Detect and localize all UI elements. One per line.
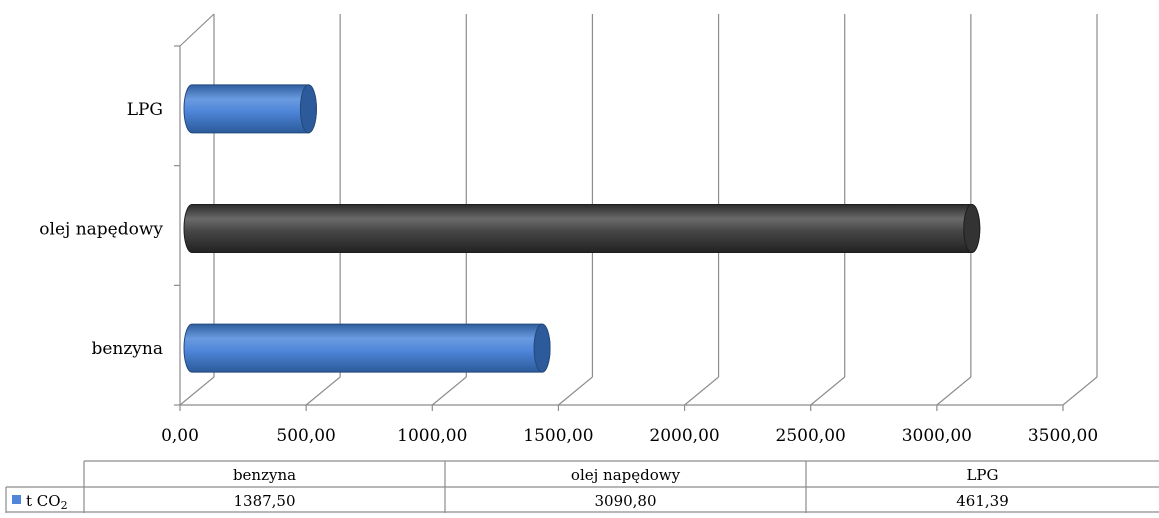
floor-line [305, 376, 341, 406]
bar-end-cap [963, 204, 981, 253]
data-table: benzyna olej napędowy LPG 1387,50 3090,80 461… [5, 460, 1159, 513]
table-value-cell: 461,39 [956, 492, 1009, 510]
x-tick-label: 500,00 [276, 426, 335, 446]
category-label: olej napędowy [39, 220, 163, 240]
x-tick-label: 2500,00 [776, 426, 846, 446]
x-tick-label: 1500,00 [523, 426, 593, 446]
bar [183, 204, 981, 253]
table-value-cell: 3090,80 [594, 492, 656, 510]
plot-area [174, 13, 1098, 411]
bar-end-cap [533, 323, 551, 373]
bar [183, 84, 317, 134]
x-tick-label: 0,00 [161, 426, 199, 446]
bar-end-cap [299, 84, 317, 134]
category-label: LPG [127, 100, 163, 120]
legend-label-subscript: 2 [61, 499, 68, 512]
axis-labels: benzyna olej napędowy LPG 0,00 500,00 1000,00… [39, 100, 1098, 446]
table-header-cell: LPG [966, 466, 998, 484]
legend-swatch [12, 495, 21, 504]
x-tick-label: 1000,00 [397, 426, 467, 446]
floor-line [684, 376, 719, 406]
x-tick-label: 2000,00 [649, 426, 719, 446]
table-header-cell: benzyna [233, 466, 296, 484]
floor-line [936, 376, 972, 406]
floor-line [1062, 376, 1098, 406]
x-tick-label: 3000,00 [902, 426, 972, 446]
table-value-cell: 1387,50 [233, 492, 295, 510]
floor-line [558, 376, 593, 406]
floor-line [179, 376, 215, 406]
x-tick-label: 3500,00 [1028, 426, 1098, 446]
floor-line [431, 376, 467, 406]
side-wall-edge [179, 13, 215, 47]
floor-line [810, 376, 846, 406]
bars [183, 84, 981, 373]
table-header-cell: olej napędowy [571, 466, 681, 484]
bar [183, 323, 551, 373]
category-label: benzyna [91, 339, 163, 359]
legend-label: t CO2 [26, 492, 68, 512]
